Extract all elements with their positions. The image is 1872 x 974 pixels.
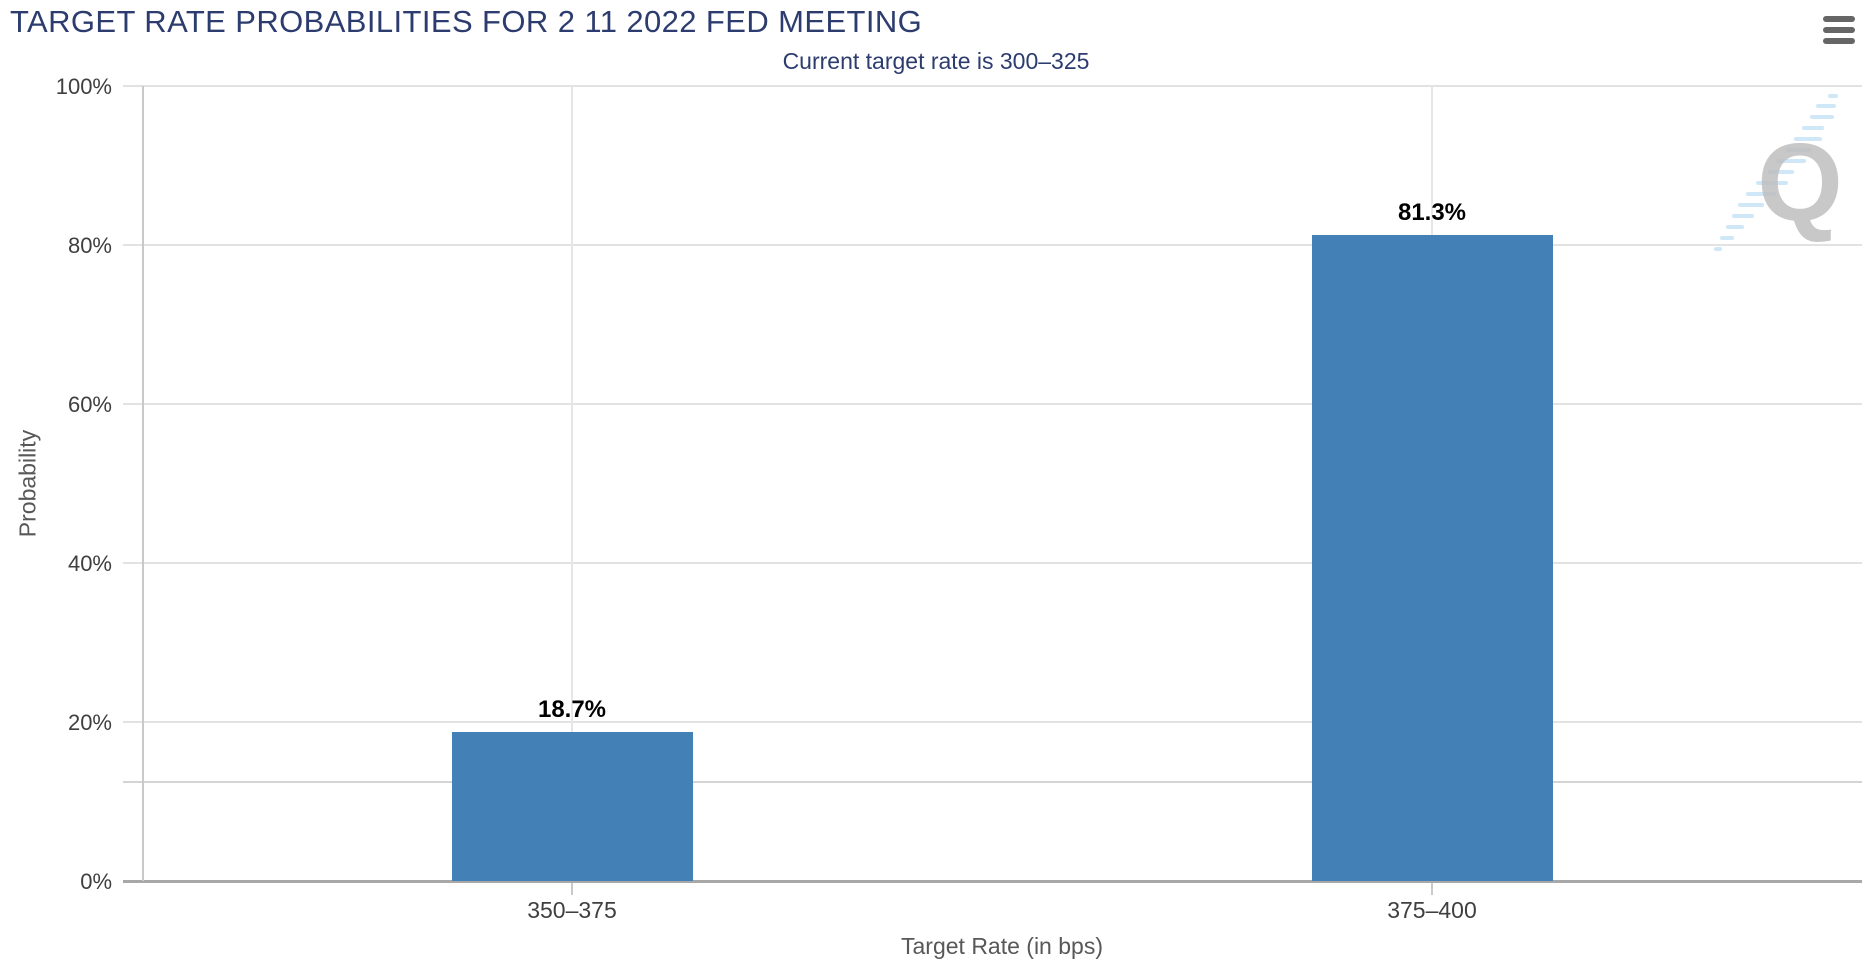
hamburger-menu-icon (1823, 27, 1855, 33)
gridline (123, 721, 1862, 723)
y-axis-line (142, 86, 144, 881)
gridline (123, 244, 1862, 246)
quikstrike-q-watermark: Q (1714, 94, 1843, 251)
bar-value-label: 81.3% (1397, 198, 1467, 226)
bar-value-label: 18.7% (537, 696, 607, 724)
gridline (123, 85, 1862, 87)
x-axis-tick (571, 883, 573, 895)
y-axis-tick-label: 100% (55, 74, 112, 99)
gridline (123, 403, 1862, 405)
x-axis-category-label: 375–400 (1387, 897, 1477, 923)
y-axis-tick-label: 0% (80, 869, 112, 894)
gridline (123, 562, 1862, 564)
watermark-letter: Q (1757, 121, 1843, 244)
probability-bar[interactable] (451, 732, 693, 881)
gridline (571, 86, 573, 881)
x-axis-title: Target Rate (in bps) (901, 933, 1103, 959)
reference-gridline (123, 781, 1862, 784)
y-axis-tick-label: 20% (67, 710, 112, 735)
y-axis-tick-label: 60% (67, 392, 112, 417)
chart-context-menu-button[interactable] (1820, 13, 1858, 47)
chart-subtitle: Current target rate is 300–325 (782, 48, 1090, 74)
y-axis-tick-label: 80% (67, 233, 112, 258)
hamburger-menu-icon (1823, 38, 1855, 44)
chart-title: TARGET RATE PROBABILITIES FOR 2 11 2022 … (10, 4, 923, 39)
x-axis-category-label: 350–375 (527, 897, 617, 923)
x-axis-line (123, 880, 1862, 883)
x-axis-tick (1431, 883, 1433, 895)
probability-bar[interactable] (1311, 234, 1553, 881)
y-axis-tick-label: 40% (67, 551, 112, 576)
hamburger-menu-icon (1823, 16, 1855, 22)
